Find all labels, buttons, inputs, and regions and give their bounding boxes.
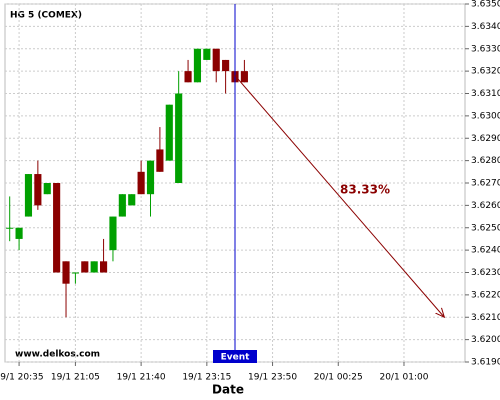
x-tick-label: 19/1 23:15: [182, 373, 231, 383]
y-tick-label: 3.6260: [471, 201, 500, 211]
candle-body: [100, 261, 108, 273]
candle-body: [193, 48, 202, 83]
y-tick-label: 3.6300: [471, 111, 500, 121]
y-tick-label: 3.6290: [471, 134, 500, 144]
y-tick-label: 3.6210: [471, 313, 500, 323]
y-tick-label: 3.6310: [471, 89, 500, 99]
x-tick-label: 20/1 01:00: [379, 373, 428, 383]
candle-body: [128, 194, 136, 206]
y-tick-label: 3.6200: [471, 335, 500, 345]
y-tick-label: 3.6220: [471, 290, 500, 300]
candle-body: [165, 104, 173, 161]
y-tick-label: 3.6330: [471, 44, 500, 54]
candle-body: [137, 171, 145, 195]
candle-body: [62, 261, 70, 284]
candle-body: [222, 59, 230, 72]
candle-body: [71, 272, 79, 274]
event-label: Event: [221, 353, 251, 363]
candle-body: [109, 216, 117, 251]
candle-body: [146, 160, 155, 195]
y-tick-label: 3.6230: [471, 268, 500, 278]
y-tick-label: 3.6270: [471, 179, 500, 189]
candle-body: [53, 183, 61, 273]
y-tick-label: 3.6320: [471, 67, 500, 77]
projection-label: 83.33%: [340, 183, 390, 197]
candle-body: [24, 174, 33, 217]
watermark: www.delkos.com: [15, 350, 100, 360]
y-tick-label: 3.6250: [471, 223, 500, 233]
candle-body: [156, 149, 164, 172]
candle-body: [43, 183, 51, 195]
candle-body: [6, 227, 14, 229]
candle-body: [15, 227, 23, 239]
x-tick-label: 19/1 23:50: [248, 373, 297, 383]
chart-title: HG 5 (COMEX): [10, 11, 82, 21]
candle-body: [184, 71, 192, 83]
candle-body: [118, 194, 126, 217]
candle-body: [212, 48, 220, 72]
projection-arrow: [234, 75, 444, 318]
candle-body: [175, 93, 183, 183]
x-axis-label: Date: [212, 383, 244, 397]
x-tick-label: 19/1 21:40: [117, 373, 166, 383]
candle-body: [34, 174, 42, 206]
event-label-box: [213, 350, 257, 363]
y-tick-label: 3.6190: [471, 358, 500, 368]
candle-body: [90, 261, 98, 273]
candle-body: [203, 48, 211, 60]
candle-body: [240, 71, 248, 83]
y-tick-label: 3.6350: [471, 0, 500, 10]
y-tick-label: 3.6340: [471, 22, 500, 32]
x-tick-label: 20/1 00:25: [314, 373, 363, 383]
x-tick-label: 19/1 20:35: [0, 373, 44, 383]
y-tick-label: 3.6240: [471, 246, 500, 256]
candle-body: [81, 261, 89, 273]
y-tick-label: 3.6280: [471, 156, 500, 166]
x-tick-label: 19/1 21:05: [51, 373, 100, 383]
